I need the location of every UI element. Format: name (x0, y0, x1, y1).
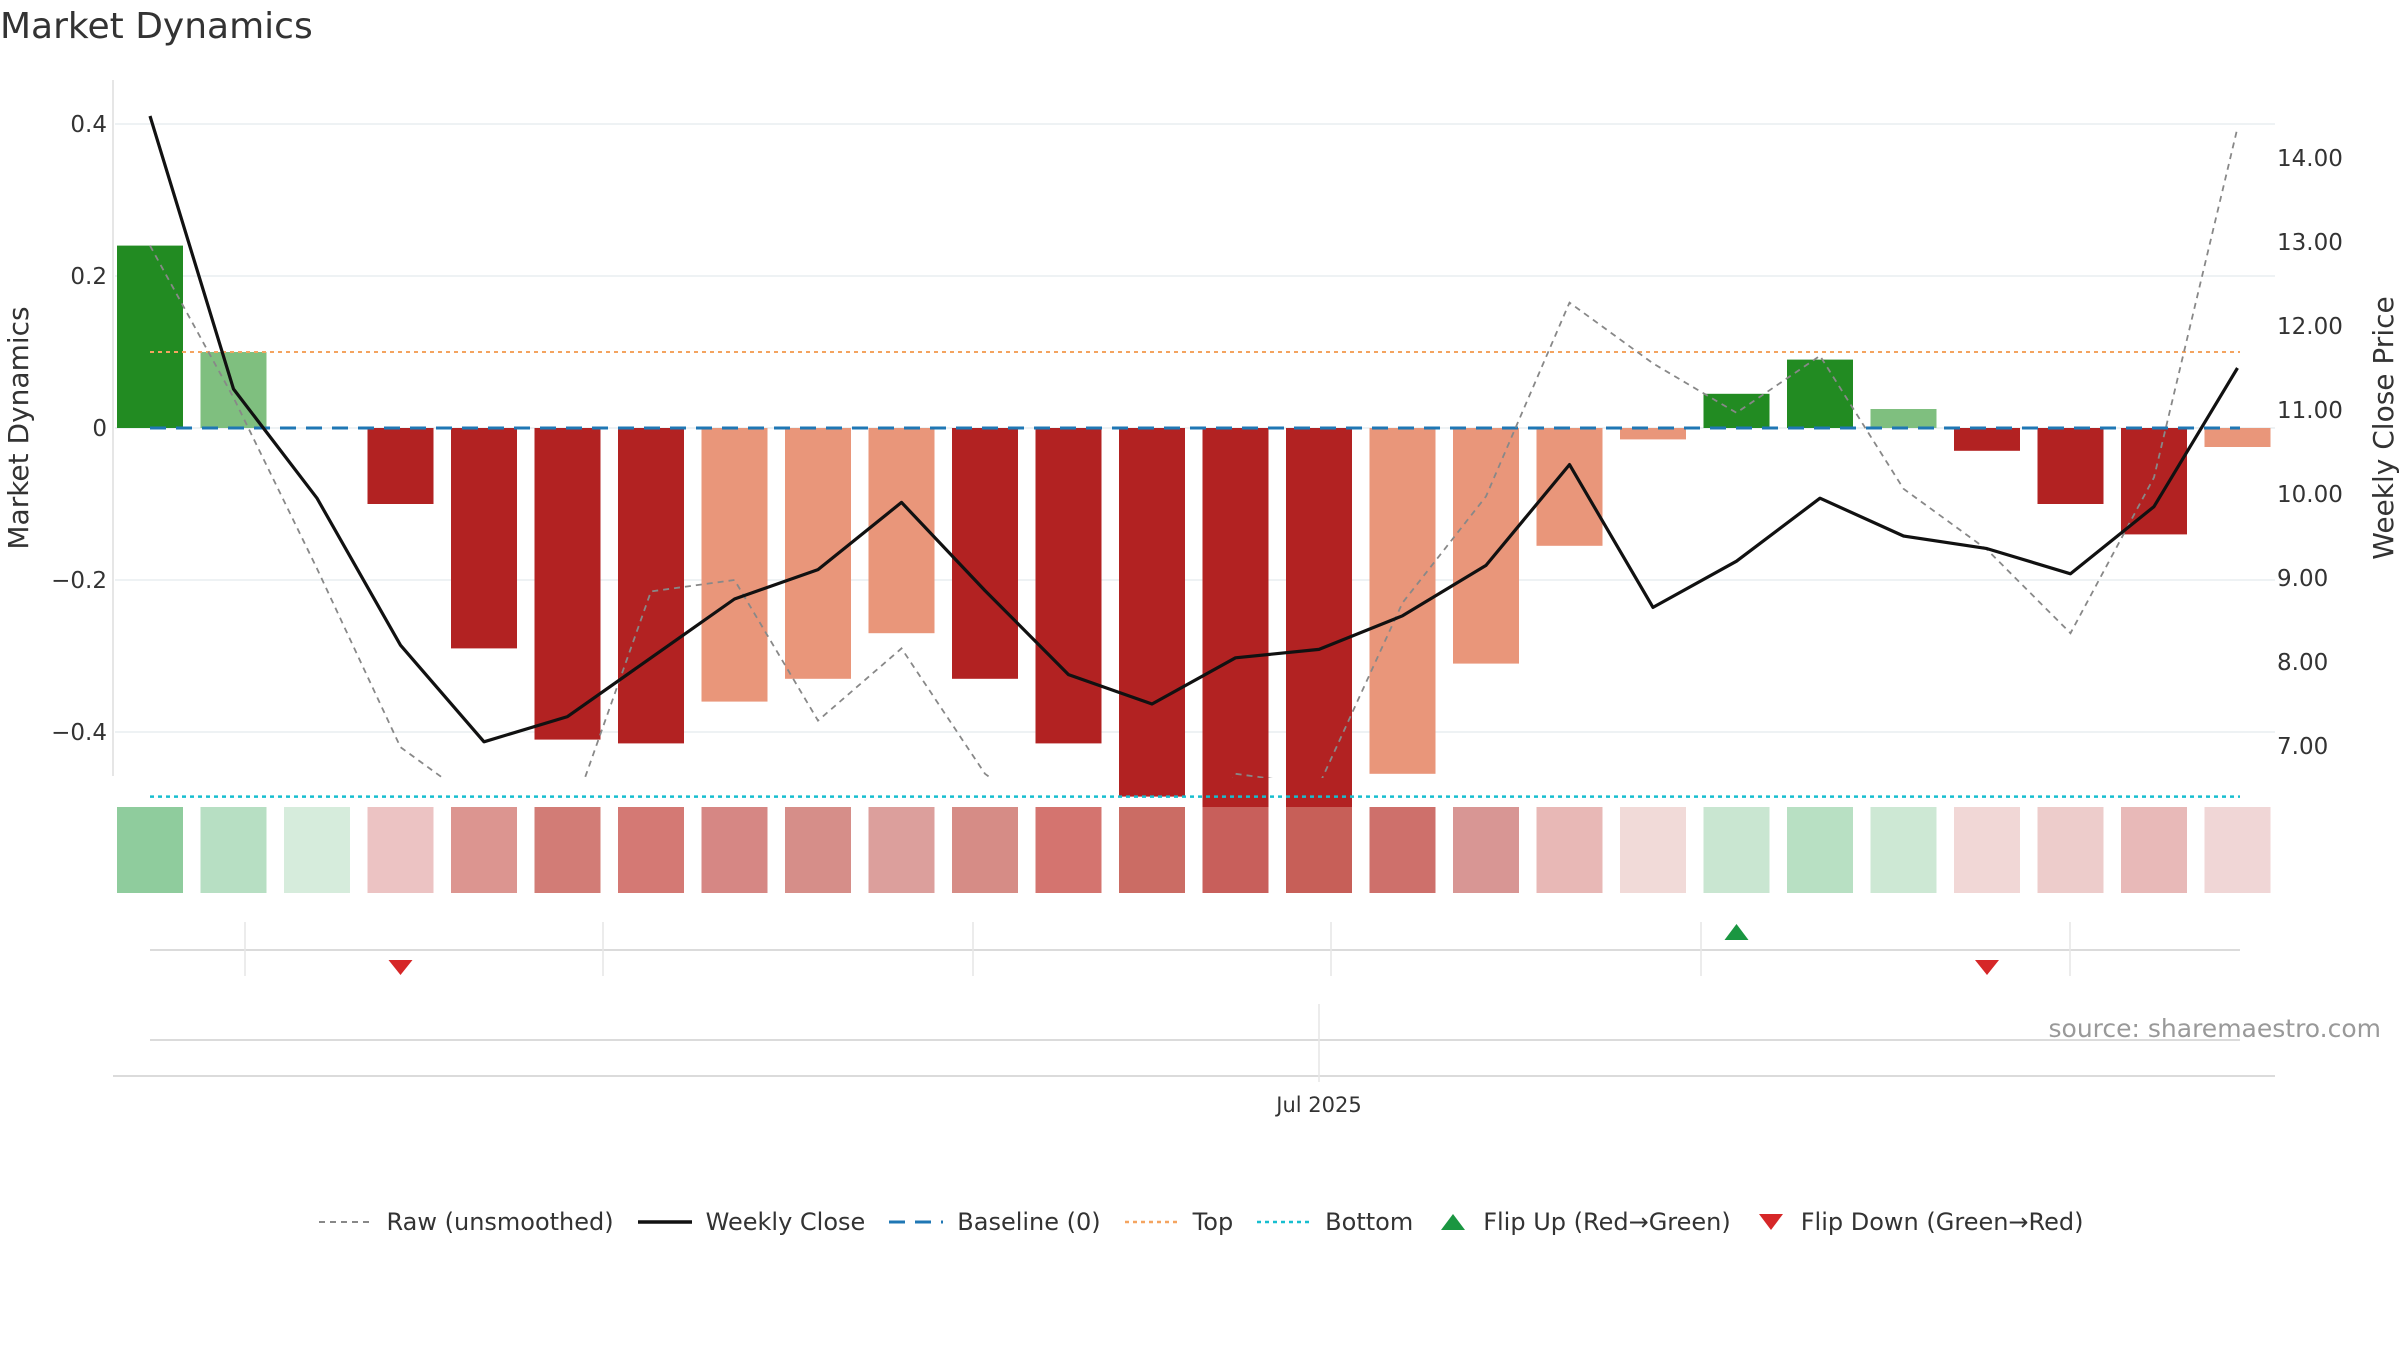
dynamics-bar (1035, 428, 1102, 744)
legend-label-weekly-close: Weekly Close (705, 1208, 866, 1236)
green-triangle-up-icon (1441, 1214, 1466, 1230)
dashed-gray-line-icon (318, 1221, 373, 1223)
y2-tick-label: 7.00 (2277, 734, 2328, 760)
y2-tick-label: 10.00 (2277, 482, 2343, 508)
chart-title: Market Dynamics (0, 6, 313, 47)
heat-strip-cell (1286, 807, 1352, 893)
y2-tick-label: 14.00 (2277, 146, 2343, 172)
heat-strip-cell (534, 807, 601, 893)
legend-item-bottom: Bottom (1255, 1208, 1413, 1236)
heat-strip-cell (2037, 807, 2104, 893)
heat-strip-cell (117, 807, 183, 893)
flip-down-marker (1975, 960, 1999, 975)
flip-up-marker (1724, 924, 1749, 940)
heat-strip-cell (1035, 807, 1102, 893)
heat-strip-cell (284, 807, 350, 893)
legend-label-raw: Raw (unsmoothed) (386, 1208, 614, 1236)
legend-item-flip-up: Flip Up (Red→Green) (1435, 1208, 1731, 1236)
legend-label-flip-up: Flip Up (Red→Green) (1483, 1208, 1731, 1236)
y2-tick-label: 8.00 (2277, 650, 2328, 676)
dynamics-bar (1119, 428, 1185, 797)
y-tick-label: 0.4 (70, 112, 107, 138)
y2-tick-label: 11.00 (2277, 398, 2343, 424)
flip-down-marker (388, 960, 413, 975)
dynamics-bar (1787, 359, 1853, 428)
y2-axis-label: Weekly Close Price (2367, 296, 2400, 559)
y-axis-label: Market Dynamics (2, 306, 35, 549)
dynamics-bar (785, 428, 851, 679)
y2-tick-label: 9.00 (2277, 566, 2328, 592)
heat-strip-cell (868, 807, 935, 893)
source-credit: source: sharemaestro.com (2048, 1014, 2382, 1043)
legend-label-baseline: Baseline (0) (957, 1208, 1101, 1236)
heat-strip-cell (785, 807, 851, 893)
dynamics-bar (117, 245, 183, 428)
chart-legend: Raw (unsmoothed) Weekly Close Baseline (… (0, 1208, 2400, 1236)
dynamics-bar (2121, 428, 2187, 535)
legend-label-flip-down: Flip Down (Green→Red) (1800, 1208, 2084, 1236)
weekly-close-line (148, 115, 2239, 744)
dynamics-bar (534, 428, 601, 740)
y-tick-label: −0.4 (51, 720, 107, 746)
y-tick-label: 0.2 (70, 264, 107, 290)
dynamics-bar (1202, 428, 1269, 827)
legend-item-top: Top (1123, 1208, 1234, 1236)
heat-strip-cell (1369, 807, 1436, 893)
dynamics-bar (1620, 428, 1686, 440)
dynamics-bar (1954, 428, 2020, 451)
heat-strip-cell (451, 807, 517, 893)
y2-tick-label: 13.00 (2277, 230, 2343, 256)
solid-black-line-icon (637, 1220, 692, 1224)
dynamics-bar (1453, 428, 1519, 664)
heat-strip-cell (367, 807, 434, 893)
heat-strip-cell (1870, 807, 1937, 893)
dynamics-bar (1870, 409, 1937, 428)
heat-strip-cell (1453, 807, 1519, 893)
heat-strip-cell (2121, 807, 2187, 893)
dynamics-bar (367, 428, 434, 504)
heat-strip-cell (1954, 807, 2020, 893)
dotted-cyan-line-icon (1257, 1220, 1312, 1224)
heat-strip-cell (1202, 807, 1269, 893)
heat-strip-cell (1536, 807, 1603, 893)
dynamics-bar (1536, 428, 1603, 546)
heat-strip-cell (200, 807, 267, 893)
legend-item-baseline: Baseline (0) (887, 1208, 1101, 1236)
legend-label-top: Top (1192, 1208, 1234, 1236)
dynamics-bar (2037, 428, 2104, 504)
heat-strip-cell (1703, 807, 1770, 893)
legend-label-bottom: Bottom (1325, 1208, 1414, 1236)
legend-item-flip-down: Flip Down (Green→Red) (1753, 1208, 2084, 1236)
dashed-blue-line-icon (889, 1220, 944, 1224)
heat-strip-cell (1620, 807, 1686, 893)
dynamics-bar (1286, 428, 1352, 831)
dynamics-bar (451, 428, 517, 649)
dynamics-bar (868, 428, 935, 634)
legend-item-raw: Raw (unsmoothed) (317, 1208, 614, 1236)
red-triangle-down-icon (1758, 1214, 1783, 1230)
heat-strip-cell (952, 807, 1018, 893)
dynamics-bar (701, 428, 768, 702)
heat-strip-cell (701, 807, 768, 893)
y2-tick-label: 12.00 (2277, 314, 2343, 340)
heat-strip-cell (1787, 807, 1853, 893)
x-tick-label: Jul 2025 (1274, 1093, 1361, 1117)
dynamics-bar (952, 428, 1018, 679)
heat-strip-cell (2204, 807, 2271, 893)
legend-item-weekly-close: Weekly Close (636, 1208, 866, 1236)
y-tick-label: −0.2 (51, 568, 107, 594)
dotted-orange-line-icon (1124, 1220, 1179, 1224)
dynamics-bar (2204, 428, 2271, 447)
heat-strip-cell (1119, 807, 1185, 893)
dynamics-bar (618, 428, 684, 744)
y-tick-label: 0 (92, 416, 107, 442)
heat-strip-cell (618, 807, 684, 893)
